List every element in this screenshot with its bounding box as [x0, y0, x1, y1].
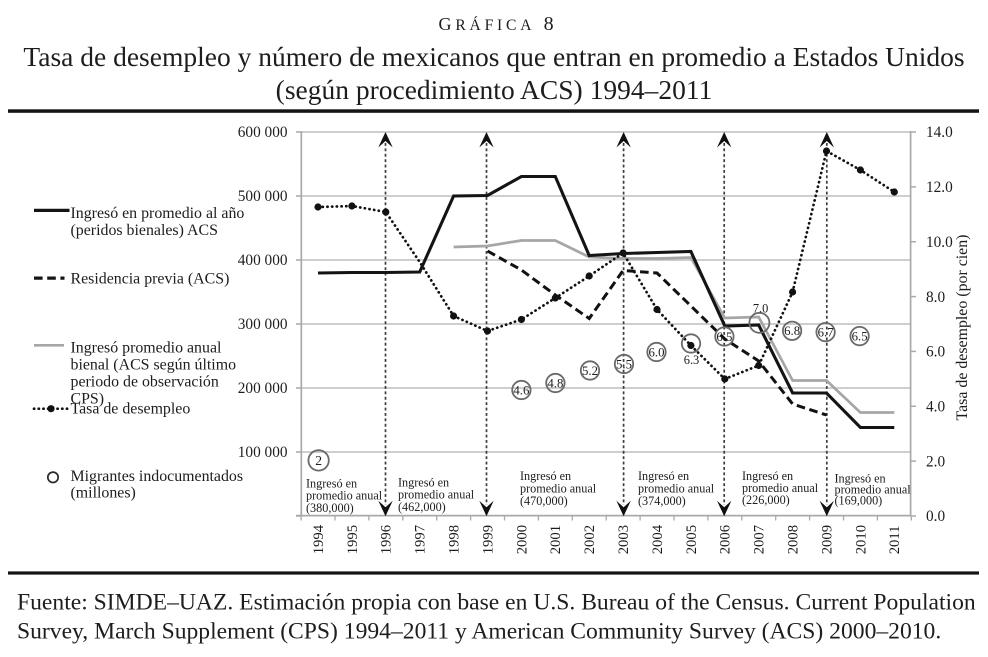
svg-text:2000: 2000 [514, 525, 530, 554]
svg-text:2004: 2004 [650, 524, 666, 554]
svg-text:300 000: 300 000 [238, 316, 288, 333]
svg-text:7.0: 7.0 [753, 302, 769, 316]
svg-text:Survey, March Supplement (CPS): Survey, March Supplement (CPS) 1994–2011… [17, 619, 941, 645]
svg-text:200 000: 200 000 [238, 380, 288, 397]
svg-text:14.0: 14.0 [926, 124, 953, 141]
svg-text:promedio anual: promedio anual [398, 488, 475, 502]
svg-text:12.0: 12.0 [926, 179, 953, 196]
svg-text:1997: 1997 [413, 525, 429, 554]
svg-text:2: 2 [315, 453, 322, 468]
svg-text:(462,000): (462,000) [398, 500, 446, 514]
svg-text:2011: 2011 [887, 525, 903, 554]
svg-text:6.3: 6.3 [684, 353, 700, 367]
svg-text:Fuente: SIMDE–UAZ. Estimación: Fuente: SIMDE–UAZ. Estimación propia con… [17, 590, 976, 616]
svg-text:Ingresó promedio anual: Ingresó promedio anual [71, 339, 222, 356]
svg-text:Tasa de desempleo y número de: Tasa de desempleo y número de mexicanos … [23, 41, 964, 72]
svg-text:2006: 2006 [718, 525, 734, 554]
svg-text:500 000: 500 000 [238, 188, 288, 205]
svg-text:100 000: 100 000 [238, 444, 288, 461]
svg-text:8.0: 8.0 [926, 289, 945, 306]
svg-text:Ingresó en: Ingresó en [742, 469, 793, 483]
svg-text:4.0: 4.0 [926, 399, 945, 416]
svg-text:10.0: 10.0 [926, 234, 953, 251]
svg-text:(169,000): (169,000) [835, 494, 883, 508]
svg-text:promedio anual: promedio anual [520, 482, 597, 496]
svg-text:6.5: 6.5 [852, 330, 868, 344]
svg-text:5.5: 5.5 [616, 357, 632, 371]
svg-text:Ingresó en: Ingresó en [398, 476, 449, 490]
svg-text:Residencia previa (ACS): Residencia previa (ACS) [71, 270, 230, 287]
svg-text:2007: 2007 [752, 525, 768, 554]
svg-text:Migrantes indocumentados: Migrantes indocumentados [71, 468, 244, 485]
svg-text:1994: 1994 [311, 524, 327, 554]
svg-text:Ingresó en promedio al año: Ingresó en promedio al año [71, 205, 245, 222]
svg-text:2002: 2002 [582, 525, 598, 554]
svg-text:1995: 1995 [345, 525, 361, 554]
svg-text:6.7: 6.7 [818, 326, 835, 340]
svg-text:2010: 2010 [853, 525, 869, 554]
svg-text:2008: 2008 [786, 525, 802, 554]
svg-text:Ingresó en: Ingresó en [638, 469, 689, 483]
svg-text:(380,000): (380,000) [306, 501, 354, 515]
svg-text:(226,000): (226,000) [742, 493, 790, 507]
svg-text:6.5: 6.5 [716, 330, 732, 344]
svg-text:6.8: 6.8 [784, 324, 800, 338]
svg-text:promedio anual: promedio anual [306, 489, 383, 503]
svg-text:CPS): CPS) [71, 390, 105, 407]
svg-text:4.8: 4.8 [547, 376, 563, 390]
svg-text:6.0: 6.0 [926, 344, 945, 361]
svg-text:(según procedimiento ACS) 1994: (según procedimiento ACS) 1994–2011 [276, 74, 713, 105]
svg-text:GRÁFICA 8: GRÁFICA 8 [439, 13, 554, 35]
svg-text:600 000: 600 000 [238, 124, 288, 141]
svg-text:promedio anual: promedio anual [638, 482, 715, 496]
svg-text:2005: 2005 [684, 525, 700, 554]
svg-text:Ingresó en: Ingresó en [306, 477, 357, 491]
svg-text:promedio anual: promedio anual [835, 483, 912, 497]
svg-text:2003: 2003 [616, 525, 632, 554]
svg-text:1996: 1996 [379, 525, 395, 554]
svg-text:5.2: 5.2 [582, 364, 598, 378]
svg-text:2.0: 2.0 [926, 453, 945, 470]
svg-text:(374,000): (374,000) [638, 494, 686, 508]
svg-text:Ingresó en: Ingresó en [835, 472, 886, 486]
svg-text:1999: 1999 [480, 525, 496, 554]
svg-text:400 000: 400 000 [238, 252, 288, 269]
svg-text:6.0: 6.0 [649, 345, 665, 359]
svg-text:2001: 2001 [548, 525, 564, 554]
svg-text:2009: 2009 [819, 525, 835, 554]
svg-text:(peridos bienales) ACS: (peridos bienales) ACS [71, 222, 218, 239]
svg-text:Ingresó en: Ingresó en [520, 469, 571, 483]
svg-text:promedio anual: promedio anual [742, 481, 819, 495]
svg-text:4.6: 4.6 [513, 383, 530, 397]
svg-text:bienal (ACS según último: bienal (ACS según último [71, 356, 237, 373]
svg-text:1998: 1998 [447, 525, 463, 554]
svg-text:periodo de observación: periodo de observación [71, 373, 219, 390]
svg-text:0.0: 0.0 [926, 508, 945, 525]
svg-text:Tasa de desempleo (por cien): Tasa de desempleo (por cien) [954, 235, 971, 421]
svg-text:(millones): (millones) [71, 485, 136, 502]
svg-text:(470,000): (470,000) [520, 494, 568, 508]
svg-text:Tasa de desempleo: Tasa de desempleo [71, 400, 191, 417]
